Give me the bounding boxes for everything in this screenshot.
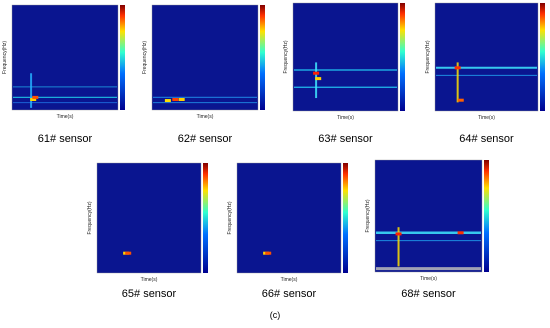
spectrogram-panel: Time(s) Frequency(Hz) 62# sensor [142, 4, 265, 145]
spectrogram-plot [434, 2, 539, 112]
panel-label: 62# sensor [178, 133, 233, 145]
colorbar [343, 163, 348, 273]
spectrogram-plot [151, 4, 259, 111]
hot-spot [172, 98, 179, 101]
x-axis-label: Time(s) [197, 114, 214, 120]
figure-caption: (c) [270, 310, 281, 320]
spectrogram-panel: Time(s) Frequency(Hz) 61# sensor [2, 4, 125, 145]
colorbar [540, 3, 545, 111]
hot-spot [32, 95, 39, 99]
spectrogram-panel: Time(s) Frequency(Hz) 63# sensor [283, 2, 405, 145]
spectrogram-plot [374, 159, 483, 273]
hot-spot [395, 232, 402, 236]
panel-label: 63# sensor [318, 133, 373, 145]
y-axis-label: Frequency(Hz) [87, 201, 93, 234]
y-axis-label: Frequency(Hz) [283, 40, 289, 73]
x-axis-label: Time(s) [420, 276, 437, 282]
spectrogram-plot [236, 162, 342, 274]
x-axis-label: Time(s) [281, 277, 298, 283]
panel-label: 65# sensor [122, 288, 177, 300]
y-axis-label: Frequency(Hz) [142, 41, 148, 74]
colorbar [400, 3, 405, 111]
y-axis-label: Frequency(Hz) [227, 201, 233, 234]
hot-spot [457, 231, 464, 235]
hot-spot [454, 66, 461, 70]
hot-spot [315, 77, 322, 81]
spectrogram-panel: Time(s) Frequency(Hz) 65# sensor [87, 162, 208, 300]
colorbar [484, 160, 489, 272]
hot-spot [457, 98, 464, 102]
spectrogram-panel: Time(s) Frequency(Hz) 66# sensor [227, 162, 348, 300]
y-axis-label: Frequency(Hz) [2, 41, 8, 74]
hot-spot [164, 99, 171, 103]
hot-spot [125, 251, 132, 255]
panel-label: 64# sensor [459, 133, 514, 145]
spectrogram-panel: Time(s) Frequency(Hz) 64# sensor [425, 2, 545, 145]
hot-spot [30, 98, 37, 101]
colorbar [203, 163, 208, 273]
spectrogram-plot [96, 162, 202, 274]
panel-label: 66# sensor [262, 288, 317, 300]
spectrogram-plot [292, 2, 399, 112]
hot-spot [313, 71, 320, 75]
x-axis-label: Time(s) [337, 115, 354, 121]
x-axis-label: Time(s) [57, 114, 74, 120]
y-axis-label: Frequency(Hz) [425, 40, 431, 73]
colorbar [260, 5, 265, 110]
x-axis-label: Time(s) [478, 115, 495, 121]
panel-label: 61# sensor [38, 133, 93, 145]
hot-spot [178, 98, 185, 101]
spectrogram-panel: Time(s) Frequency(Hz) 68# sensor [365, 159, 489, 300]
colorbar [120, 5, 125, 110]
y-axis-label: Frequency(Hz) [365, 199, 371, 232]
x-axis-label: Time(s) [141, 277, 158, 283]
panel-label: 68# sensor [401, 288, 456, 300]
spectrogram-plot [11, 4, 119, 111]
hot-spot [265, 251, 272, 255]
